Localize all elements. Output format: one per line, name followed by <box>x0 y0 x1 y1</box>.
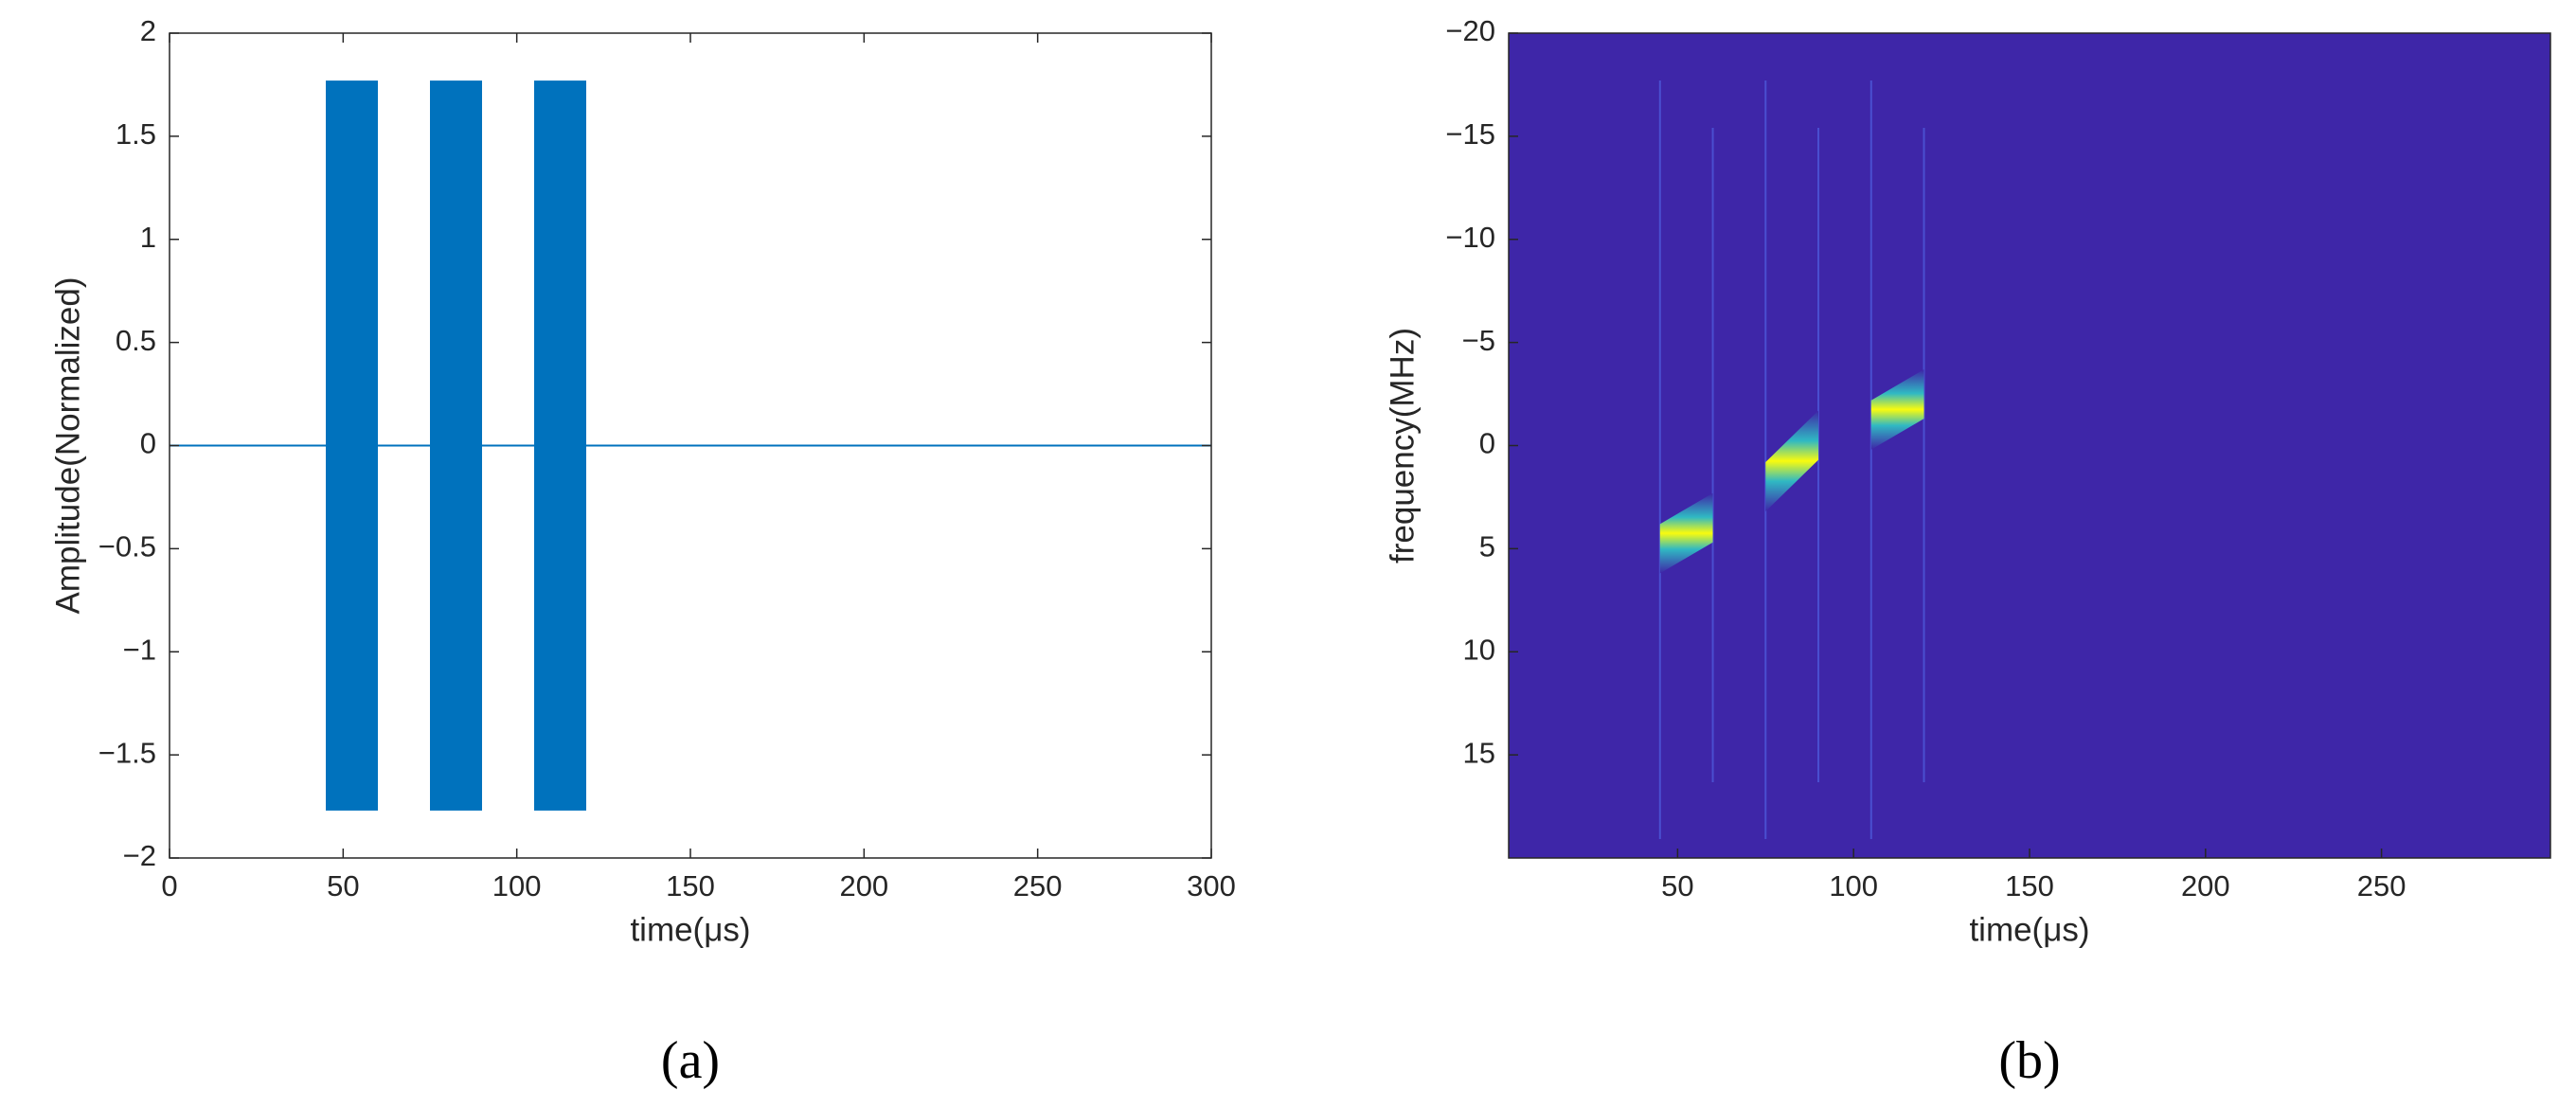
y-tick-label: −5 <box>1462 324 1495 357</box>
y-tick-label: −1.5 <box>98 736 156 769</box>
y-axis-label: Amplitude(Normalized) <box>49 277 86 615</box>
y-tick-label: 5 <box>1479 530 1495 563</box>
x-tick-label: 150 <box>2005 869 2054 902</box>
x-tick-label: 100 <box>1829 869 1878 902</box>
x-tick-label: 150 <box>666 869 715 902</box>
panel-label: (a) <box>661 1031 720 1090</box>
x-tick-label: 200 <box>2181 869 2230 902</box>
plot-background <box>1509 33 2550 858</box>
y-tick-label: 15 <box>1463 736 1495 769</box>
y-tick-label: −1 <box>123 633 156 666</box>
x-tick-label: 250 <box>2357 869 2406 902</box>
x-tick-label: 0 <box>161 869 177 902</box>
y-tick-label: 0 <box>1479 427 1495 460</box>
chirp <box>1870 369 1924 450</box>
y-tick-label: −10 <box>1445 221 1495 254</box>
y-tick-label: 10 <box>1463 633 1495 666</box>
y-tick-label: −0.5 <box>98 530 156 563</box>
x-tick-label: 100 <box>492 869 542 902</box>
y-tick-label: −15 <box>1445 117 1495 151</box>
x-axis-label: time(μs) <box>1969 911 2089 948</box>
y-tick-label: −20 <box>1445 14 1495 47</box>
x-tick-label: 50 <box>327 869 359 902</box>
chirp <box>1659 492 1713 574</box>
panel-label: (b) <box>1998 1031 2060 1090</box>
chirp <box>1765 410 1819 512</box>
y-tick-label: 0.5 <box>116 324 156 357</box>
x-tick-label: 250 <box>1013 869 1063 902</box>
y-tick-label: −2 <box>123 839 156 872</box>
y-tick-label: 1.5 <box>116 117 156 151</box>
y-tick-label: 2 <box>140 14 156 47</box>
panel: 50 100 150 200 250 −20 −15 −10 −5 0 5 10 15 time(μs) f… <box>1384 14 2551 1090</box>
x-tick-label: 300 <box>1187 869 1236 902</box>
x-axis-label: time(μs) <box>630 911 750 948</box>
x-tick-label: 50 <box>1661 869 1693 902</box>
y-tick-label: 0 <box>140 427 156 460</box>
x-tick-label: 200 <box>839 869 888 902</box>
panel: 0 50 100 150 200 250 300 −2 −1.5 −1 −0.5 0 0.5 1 1.5 2 t… <box>49 14 1236 1090</box>
y-axis-label: frequency(MHz) <box>1384 328 1421 563</box>
y-tick-label: 1 <box>140 221 156 254</box>
